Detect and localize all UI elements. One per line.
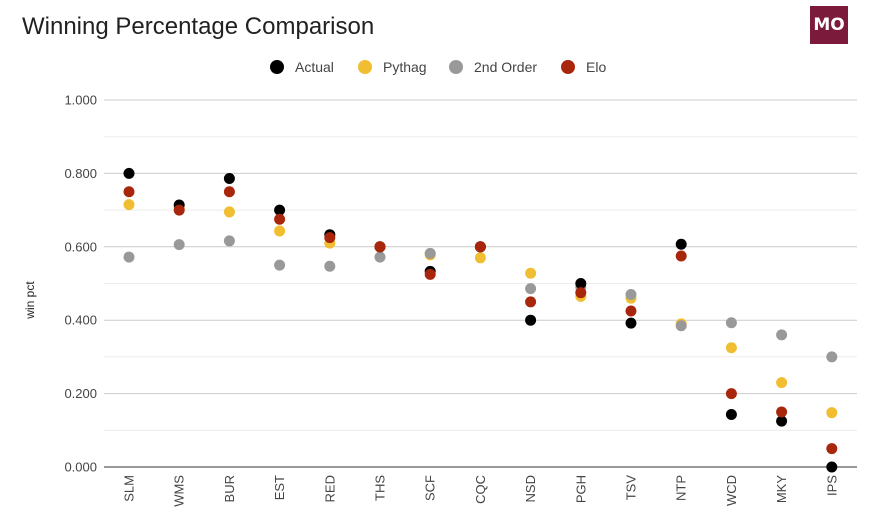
data-point-elo	[173, 204, 185, 216]
data-point-elo	[826, 443, 838, 455]
data-point-elo	[725, 388, 737, 400]
data-point-elo	[675, 250, 687, 262]
data-point-elo	[274, 213, 286, 225]
data-point-actual	[826, 461, 838, 473]
data-point-actual	[725, 409, 737, 421]
x-tick-label: NTP	[674, 475, 689, 501]
legend-marker	[449, 60, 463, 74]
x-tick-label: PGH	[573, 475, 588, 503]
data-point-elo	[324, 232, 336, 244]
y-tick-label: 0.600	[64, 239, 97, 254]
y-axis-title: win pct	[23, 281, 37, 320]
data-point-pythag	[274, 225, 286, 237]
x-tick-label: EST	[272, 475, 287, 500]
data-point-elo	[474, 241, 486, 253]
data-point-2nd-order	[675, 320, 687, 332]
legend-label: 2nd Order	[474, 59, 537, 75]
x-tick-label: IPS	[824, 475, 839, 496]
legend-marker	[358, 60, 372, 74]
data-point-2nd-order	[725, 317, 737, 329]
data-point-pythag	[525, 267, 537, 279]
legend-marker	[270, 60, 284, 74]
x-tick-label: SLM	[122, 475, 137, 502]
data-point-pythag	[474, 252, 486, 264]
x-tick-label: TSV	[624, 475, 639, 501]
logo: MO	[810, 6, 848, 44]
data-point-2nd-order	[776, 329, 788, 341]
data-point-actual	[223, 173, 235, 185]
data-point-2nd-order	[223, 235, 235, 247]
data-point-pythag	[123, 199, 135, 211]
data-point-elo	[525, 296, 537, 308]
x-tick-label: SCF	[423, 475, 438, 501]
data-point-2nd-order	[525, 283, 537, 295]
data-point-actual	[625, 317, 637, 329]
legend-label: Actual	[295, 59, 334, 75]
data-point-elo	[123, 186, 135, 198]
data-point-2nd-order	[173, 239, 185, 251]
data-point-2nd-order	[625, 289, 637, 301]
data-point-2nd-order	[374, 251, 386, 263]
data-point-elo	[776, 406, 788, 418]
x-tick-label: THS	[373, 475, 388, 501]
legend-label: Elo	[586, 59, 606, 75]
legend-label: Pythag	[383, 59, 427, 75]
data-point-actual	[525, 314, 537, 326]
legend-marker	[561, 60, 575, 74]
data-point-2nd-order	[274, 259, 286, 271]
x-tick-label: BUR	[222, 475, 237, 502]
x-tick-label: CQC	[473, 475, 488, 504]
data-point-2nd-order	[826, 351, 838, 363]
y-tick-label: 0.800	[64, 166, 97, 181]
x-tick-label: WCD	[724, 475, 739, 506]
data-point-2nd-order	[123, 251, 135, 263]
y-tick-label: 1.000	[64, 93, 97, 108]
data-point-pythag	[776, 377, 788, 389]
data-point-2nd-order	[424, 247, 436, 259]
data-point-actual	[123, 167, 135, 179]
y-tick-label: 0.200	[64, 386, 97, 401]
data-point-actual	[675, 238, 687, 250]
x-tick-label: NSD	[523, 475, 538, 502]
x-tick-label: WMS	[172, 475, 187, 507]
data-point-pythag	[826, 407, 838, 419]
x-tick-label: RED	[322, 475, 337, 502]
data-point-2nd-order	[324, 260, 336, 272]
data-point-elo	[625, 305, 637, 317]
data-point-elo	[374, 241, 386, 253]
y-tick-label: 0.000	[64, 460, 97, 475]
data-point-actual	[274, 204, 286, 216]
data-point-elo	[223, 186, 235, 198]
data-point-actual	[776, 415, 788, 427]
y-tick-label: 0.400	[64, 313, 97, 328]
data-point-actual	[575, 278, 587, 289]
x-tick-label: MKY	[774, 475, 789, 504]
logo-text: MO	[813, 15, 845, 35]
data-point-pythag	[725, 342, 737, 354]
data-point-elo	[424, 268, 436, 280]
data-point-elo	[575, 287, 587, 299]
data-point-pythag	[223, 206, 235, 218]
chart-title: Winning Percentage Comparison	[22, 13, 375, 40]
